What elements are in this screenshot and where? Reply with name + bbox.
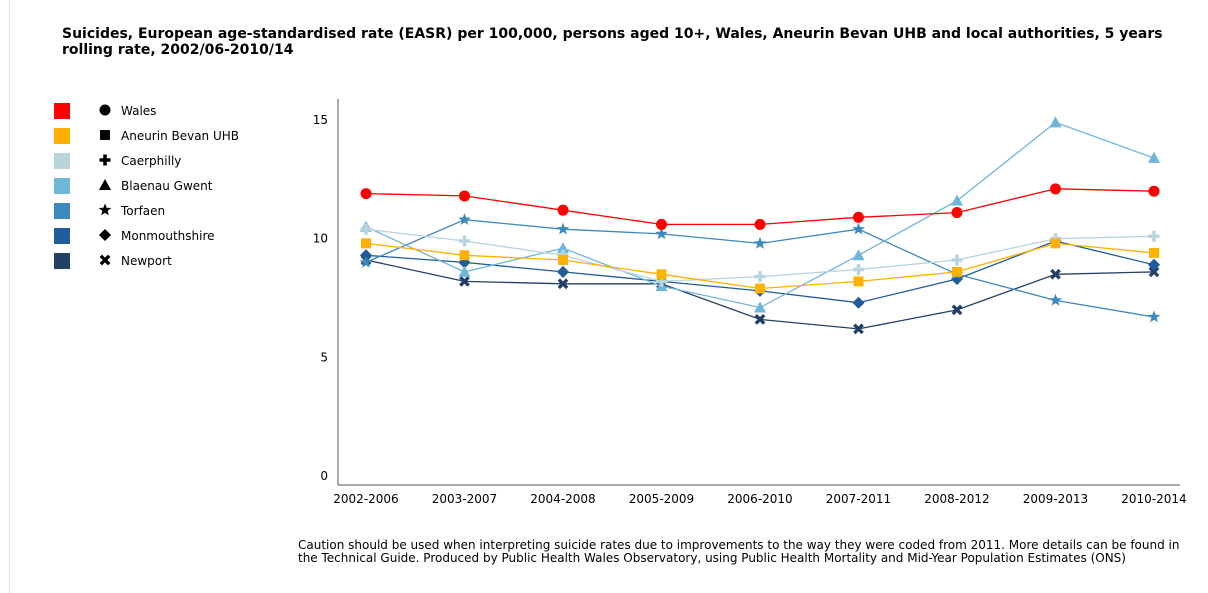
data-point-newport — [1050, 268, 1061, 280]
data-point-wales — [951, 207, 963, 219]
legend-swatch — [54, 128, 70, 144]
y-tick-label: 5 — [320, 350, 328, 364]
line-chart: 0 5 10 15 2002-2006 2003-2007 2004-2008 2005-20… — [313, 99, 1187, 506]
data-point-caerphilly — [853, 264, 864, 276]
data-point-wales — [360, 188, 372, 200]
legend-swatch — [54, 103, 70, 119]
data-point-aneurin-bevan-uhb — [1050, 238, 1061, 249]
plus-icon — [99, 154, 111, 166]
caption: Caution should be used when interpreting… — [298, 538, 1180, 565]
data-point-monmouthshire — [852, 296, 865, 309]
legend-swatch — [54, 228, 70, 244]
data-point-torfaen — [556, 222, 570, 235]
data-point-wales — [1050, 183, 1061, 195]
data-point-wales — [754, 218, 766, 230]
legend-swatch — [54, 153, 70, 169]
legend-swatch — [54, 203, 70, 219]
data-point-torfaen — [753, 236, 767, 249]
data-point-aneurin-bevan-uhb — [1149, 247, 1159, 258]
data-point-wales — [557, 204, 569, 216]
data-point-aneurin-bevan-uhb — [853, 276, 864, 287]
data-point-caerphilly — [1148, 230, 1160, 242]
legend-label: Caerphilly — [121, 154, 182, 168]
data-point-aneurin-bevan-uhb — [558, 255, 568, 265]
x-tick-label: 2009-2013 — [1023, 492, 1088, 506]
x-tick-label: 2002-2006 — [333, 492, 398, 506]
data-point-aneurin-bevan-uhb — [361, 238, 371, 249]
data-point-wales — [853, 211, 864, 223]
x-tick-label: 2006-2010 — [727, 492, 792, 506]
data-point-newport — [557, 278, 569, 290]
legend-label: Newport — [121, 254, 172, 268]
x-tick-label: 2008-2012 — [924, 492, 989, 506]
data-point-torfaen — [1049, 293, 1062, 306]
data-point-wales — [656, 218, 667, 230]
data-point-aneurin-bevan-uhb — [952, 266, 962, 277]
data-point-blaenau-gwent — [458, 265, 471, 277]
legend-label: Blaenau Gwent — [121, 179, 213, 193]
square-icon — [100, 130, 110, 140]
data-point-aneurin-bevan-uhb — [656, 269, 667, 280]
data-point-blaenau-gwent — [852, 249, 865, 261]
legend-swatch — [54, 253, 70, 269]
data-point-torfaen — [852, 222, 865, 235]
data-point-caerphilly — [951, 254, 963, 266]
circle-icon — [99, 104, 111, 116]
cross-icon — [99, 254, 111, 266]
data-point-newport — [1148, 266, 1160, 278]
y-tick-label: 10 — [313, 232, 328, 246]
data-point-aneurin-bevan-uhb — [755, 283, 765, 294]
data-point-newport — [459, 276, 470, 287]
star-icon — [98, 203, 112, 216]
data-point-monmouthshire — [1147, 258, 1161, 271]
data-point-torfaen — [1147, 310, 1161, 323]
data-point-monmouthshire — [556, 265, 570, 278]
data-point-monmouthshire — [950, 272, 964, 286]
data-point-blaenau-gwent — [753, 301, 767, 313]
data-point-newport — [754, 314, 766, 325]
data-point-caerphilly — [459, 235, 470, 247]
data-point-newport — [853, 323, 864, 335]
data-point-newport — [951, 304, 963, 316]
data-point-caerphilly — [360, 223, 372, 235]
data-point-wales — [459, 190, 470, 202]
x-tick-label: 2010-2014 — [1121, 492, 1186, 506]
triangle-icon — [98, 178, 112, 190]
legend-swatch — [54, 178, 70, 194]
x-tick-label: 2003-2007 — [432, 492, 497, 506]
chart-title: Suicides, European age-standardised rate… — [62, 26, 1163, 58]
data-point-wales — [1148, 185, 1160, 197]
legend-label: Torfaen — [121, 204, 166, 218]
data-point-blaenau-gwent — [950, 194, 964, 206]
y-tick-label: 0 — [320, 469, 328, 483]
data-point-torfaen — [655, 227, 668, 240]
diamond-icon — [98, 228, 112, 242]
data-point-torfaen — [359, 255, 373, 268]
data-point-caerphilly — [754, 271, 766, 283]
y-tick-label: 15 — [313, 113, 328, 127]
legend-label: Monmouthshire — [121, 229, 215, 243]
data-point-blaenau-gwent — [1049, 116, 1062, 128]
x-tick-label: 2004-2008 — [530, 492, 595, 506]
x-tick-label: 2007-2011 — [826, 492, 891, 506]
x-tick-label: 2005-2009 — [629, 492, 694, 506]
data-point-torfaen — [458, 213, 471, 226]
data-point-aneurin-bevan-uhb — [459, 250, 470, 261]
left-border — [9, 0, 10, 593]
data-point-blaenau-gwent — [1147, 151, 1161, 163]
legend-label: Aneurin Bevan UHB — [121, 129, 240, 143]
legend-label: Wales — [121, 104, 157, 118]
data-point-blaenau-gwent — [556, 242, 570, 254]
